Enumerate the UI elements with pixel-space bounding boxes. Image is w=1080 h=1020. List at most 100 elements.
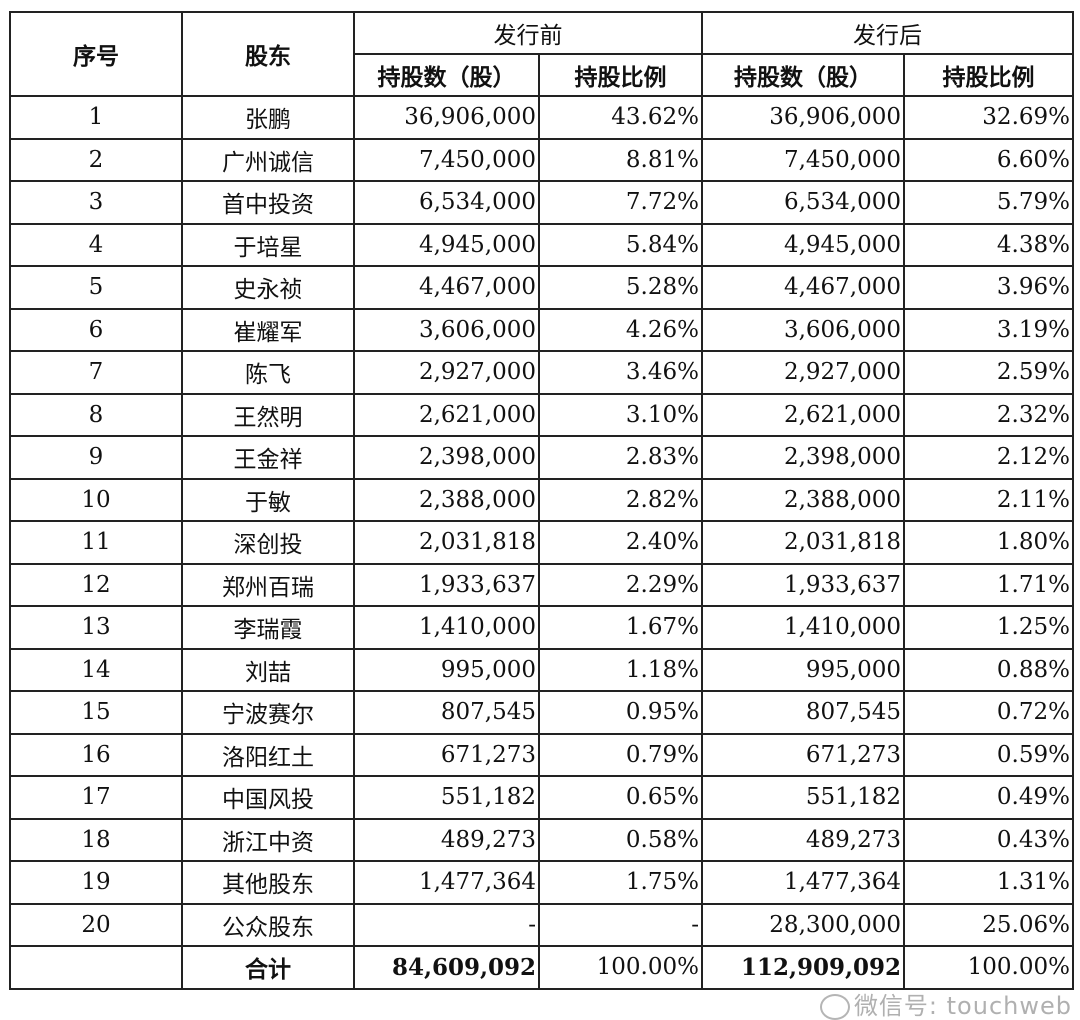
row-before-ratio: 0.95%: [538, 690, 703, 735]
row-after-shares: 995,000: [701, 647, 905, 692]
table-row: 16 洛阳红土 671,273 0.79% 671,273 0.59%: [9, 732, 1074, 777]
header-after-ratio: 持股比例: [903, 53, 1074, 97]
table-row: 1 张鹏 36,906,000 43.62% 36,906,000 32.69%: [9, 95, 1074, 140]
total-after-ratio: 100.00%: [903, 945, 1074, 990]
row-before-shares: 671,273: [353, 732, 540, 777]
row-shareholder: 其他股东: [181, 860, 355, 905]
row-after-ratio: 1.71%: [903, 562, 1074, 607]
row-shareholder: 中国风投: [181, 775, 355, 820]
row-seq: 17: [9, 775, 183, 820]
total-before-ratio: 100.00%: [538, 945, 703, 990]
row-shareholder: 李瑞霞: [181, 605, 355, 650]
header-before-shares: 持股数（股）: [353, 53, 540, 97]
row-before-shares: -: [353, 902, 540, 947]
total-before-shares: 84,609,092: [353, 945, 540, 990]
row-after-ratio: 0.49%: [903, 775, 1074, 820]
row-after-shares: 4,467,000: [701, 265, 905, 310]
row-seq: 9: [9, 435, 183, 480]
row-before-ratio: 7.72%: [538, 180, 703, 225]
header-seq: 序号: [9, 11, 183, 97]
row-after-shares: 807,545: [701, 690, 905, 735]
row-before-ratio: 0.65%: [538, 775, 703, 820]
row-shareholder: 宁波赛尔: [181, 690, 355, 735]
row-before-shares: 489,273: [353, 817, 540, 862]
row-after-shares: 36,906,000: [701, 95, 905, 140]
row-before-shares: 807,545: [353, 690, 540, 735]
row-before-shares: 551,182: [353, 775, 540, 820]
table-row: 14 刘喆 995,000 1.18% 995,000 0.88%: [9, 647, 1074, 692]
header-before-issue: 发行前: [353, 11, 703, 55]
row-after-ratio: 6.60%: [903, 137, 1074, 182]
row-before-shares: 1,933,637: [353, 562, 540, 607]
table-row: 7 陈飞 2,927,000 3.46% 2,927,000 2.59%: [9, 350, 1074, 395]
table-row: 12 郑州百瑞 1,933,637 2.29% 1,933,637 1.71%: [9, 562, 1074, 607]
table-row: 18 浙江中资 489,273 0.58% 489,273 0.43%: [9, 817, 1074, 862]
row-after-ratio: 1.80%: [903, 520, 1074, 565]
row-seq: 11: [9, 520, 183, 565]
table-row: 19 其他股东 1,477,364 1.75% 1,477,364 1.31%: [9, 860, 1074, 905]
row-after-ratio: 3.96%: [903, 265, 1074, 310]
row-before-shares: 6,534,000: [353, 180, 540, 225]
table-row: 4 于培星 4,945,000 5.84% 4,945,000 4.38%: [9, 222, 1074, 267]
row-before-ratio: 2.29%: [538, 562, 703, 607]
row-after-shares: 3,606,000: [701, 307, 905, 352]
row-before-shares: 7,450,000: [353, 137, 540, 182]
table-row: 8 王然明 2,621,000 3.10% 2,621,000 2.32%: [9, 392, 1074, 437]
watermark-text: 微信号: touchweb: [853, 991, 1072, 1020]
row-shareholder: 公众股东: [181, 902, 355, 947]
row-after-ratio: 4.38%: [903, 222, 1074, 267]
row-seq: 5: [9, 265, 183, 310]
row-before-ratio: 43.62%: [538, 95, 703, 140]
row-before-shares: 1,477,364: [353, 860, 540, 905]
total-seq: [9, 945, 183, 990]
row-before-shares: 2,621,000: [353, 392, 540, 437]
row-before-shares: 2,031,818: [353, 520, 540, 565]
row-after-ratio: 5.79%: [903, 180, 1074, 225]
row-after-ratio: 0.88%: [903, 647, 1074, 692]
row-seq: 4: [9, 222, 183, 267]
header-after-issue: 发行后: [701, 11, 1074, 55]
row-before-ratio: 2.40%: [538, 520, 703, 565]
row-shareholder: 陈飞: [181, 350, 355, 395]
row-after-ratio: 25.06%: [903, 902, 1074, 947]
table-row: 17 中国风投 551,182 0.65% 551,182 0.49%: [9, 775, 1074, 820]
row-after-ratio: 2.12%: [903, 435, 1074, 480]
row-shareholder: 史永祯: [181, 265, 355, 310]
row-before-ratio: -: [538, 902, 703, 947]
row-before-ratio: 5.28%: [538, 265, 703, 310]
row-after-shares: 28,300,000: [701, 902, 905, 947]
row-shareholder: 郑州百瑞: [181, 562, 355, 607]
row-before-shares: 1,410,000: [353, 605, 540, 650]
row-before-shares: 4,945,000: [353, 222, 540, 267]
row-after-ratio: 1.25%: [903, 605, 1074, 650]
row-before-shares: 4,467,000: [353, 265, 540, 310]
row-after-ratio: 0.43%: [903, 817, 1074, 862]
row-shareholder: 于培星: [181, 222, 355, 267]
row-before-ratio: 3.46%: [538, 350, 703, 395]
row-before-shares: 2,398,000: [353, 435, 540, 480]
table-row: 6 崔耀军 3,606,000 4.26% 3,606,000 3.19%: [9, 307, 1074, 352]
row-before-shares: 995,000: [353, 647, 540, 692]
header-after-shares: 持股数（股）: [701, 53, 905, 97]
row-before-ratio: 2.82%: [538, 477, 703, 522]
row-before-ratio: 1.67%: [538, 605, 703, 650]
row-after-shares: 7,450,000: [701, 137, 905, 182]
row-seq: 10: [9, 477, 183, 522]
row-shareholder: 崔耀军: [181, 307, 355, 352]
row-shareholder: 深创投: [181, 520, 355, 565]
header-shareholder: 股东: [181, 11, 355, 97]
row-seq: 12: [9, 562, 183, 607]
row-seq: 20: [9, 902, 183, 947]
row-after-ratio: 3.19%: [903, 307, 1074, 352]
row-seq: 6: [9, 307, 183, 352]
row-before-ratio: 2.83%: [538, 435, 703, 480]
row-shareholder: 于敏: [181, 477, 355, 522]
row-after-shares: 1,477,364: [701, 860, 905, 905]
row-after-shares: 2,031,818: [701, 520, 905, 565]
table-row: 11 深创投 2,031,818 2.40% 2,031,818 1.80%: [9, 520, 1074, 565]
table-row: 10 于敏 2,388,000 2.82% 2,388,000 2.11%: [9, 477, 1074, 522]
row-after-shares: 4,945,000: [701, 222, 905, 267]
row-seq: 14: [9, 647, 183, 692]
row-after-shares: 1,933,637: [701, 562, 905, 607]
row-after-shares: 489,273: [701, 817, 905, 862]
